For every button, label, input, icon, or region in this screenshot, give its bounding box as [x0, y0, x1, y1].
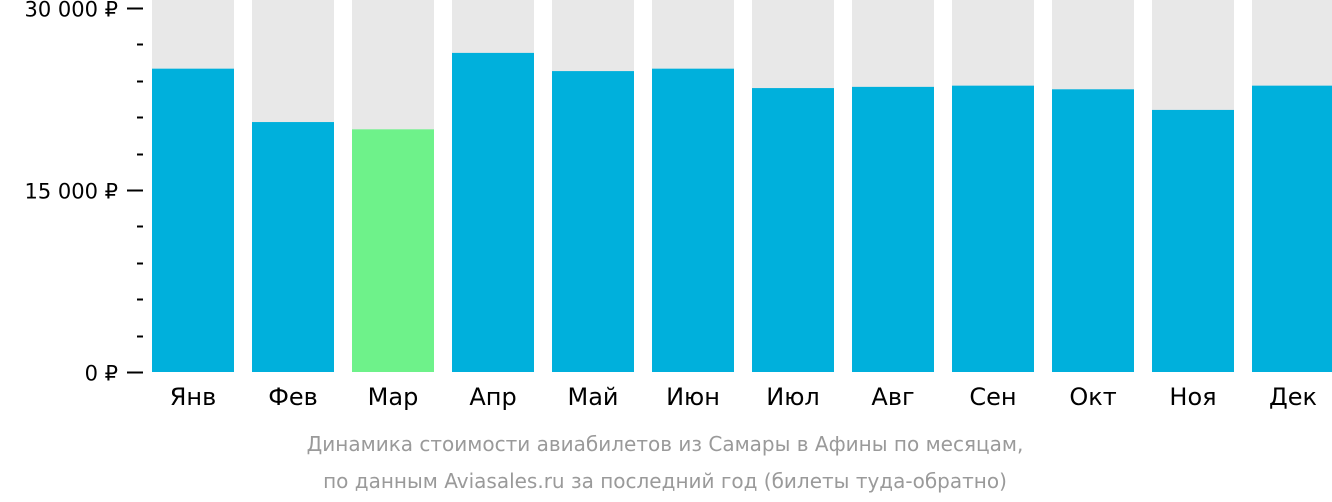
x-tick-label: Май [567, 383, 618, 411]
bar [752, 88, 834, 372]
x-tick-label: Янв [170, 383, 217, 411]
x-tick-label: Сен [969, 383, 1016, 411]
x-tick-label: Июн [666, 383, 720, 411]
chart-caption-line-2: по данным Aviasales.ru за последний год … [323, 469, 1007, 493]
x-tick-label: Окт [1069, 383, 1116, 411]
chart-caption-line-1: Динамика стоимости авиабилетов из Самары… [306, 432, 1024, 456]
bar [1052, 89, 1134, 372]
y-tick-label: 0 ₽ [85, 362, 118, 386]
bar [452, 52, 534, 372]
x-tick-label: Авг [871, 383, 914, 411]
x-tick-label: Ноя [1169, 383, 1216, 411]
bar [252, 122, 334, 372]
x-tick-label: Мар [368, 383, 419, 411]
y-tick-label: 15 000 ₽ [24, 180, 118, 204]
bar [652, 68, 734, 373]
bar [352, 129, 434, 372]
bar [552, 71, 634, 373]
bar [952, 85, 1034, 373]
bar [1152, 109, 1234, 373]
bar [1252, 85, 1332, 373]
bar [152, 68, 234, 373]
x-tick-label: Апр [469, 383, 516, 411]
x-tick-label: Фев [268, 383, 318, 411]
x-tick-label: Дек [1269, 383, 1317, 411]
y-tick-label: 30 000 ₽ [24, 0, 118, 22]
x-tick-label: Июл [766, 383, 820, 411]
bar [852, 86, 934, 372]
